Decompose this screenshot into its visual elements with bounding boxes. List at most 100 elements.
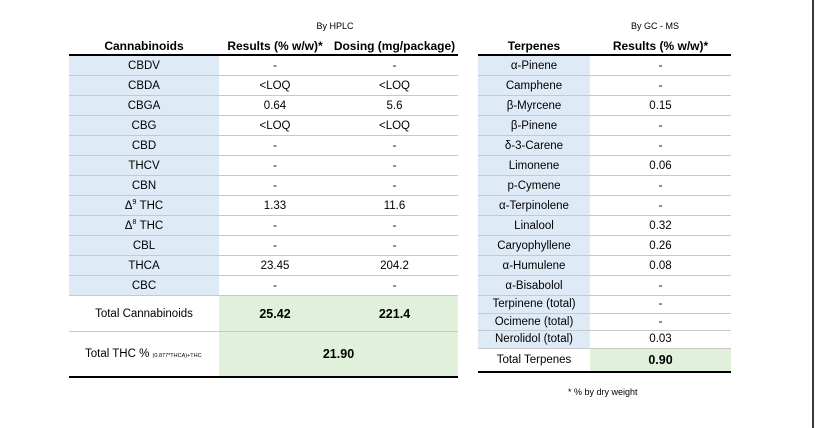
- dry-weight-footnote: * % by dry weight: [568, 387, 638, 397]
- cannabinoid-result: -: [219, 275, 331, 296]
- cannabinoid-row: CBG <LOQ <LOQ: [69, 115, 458, 136]
- terpene-result: -: [590, 295, 731, 314]
- hplc-method-label: By HPLC: [316, 21, 354, 31]
- cannabinoid-result: -: [219, 215, 331, 236]
- terpene-row: Ocimene (total) -: [478, 313, 731, 331]
- terpenes-table: Terpenes Results (% w/w)* α-Pinene - Camph…: [478, 38, 731, 373]
- cannabinoid-result: -: [219, 135, 331, 156]
- total-thc-formula: (0.877*THCA)+THC: [152, 353, 202, 359]
- terpene-name: p-Cymene: [478, 175, 590, 196]
- terpene-result: 0.15: [590, 95, 731, 116]
- terpene-row: δ-3-Carene -: [478, 135, 731, 156]
- dosing-column-header: Dosing (mg/package): [331, 38, 458, 56]
- cannabinoid-row: CBC - -: [69, 275, 458, 296]
- terpene-result: -: [590, 175, 731, 196]
- cannabinoid-result: -: [219, 55, 331, 76]
- terpene-result: -: [590, 115, 731, 136]
- total-cannabinoids-row: Total Cannabinoids 25.42 221.4: [69, 295, 458, 332]
- cannabinoid-row: CBDV - -: [69, 55, 458, 76]
- cannabinoid-result: -: [219, 155, 331, 176]
- total-thc-value: 21.90: [219, 331, 458, 378]
- terpene-name: δ-3-Carene: [478, 135, 590, 156]
- terpene-result: -: [590, 313, 731, 331]
- cannabinoid-name: THCV: [69, 155, 219, 176]
- delta-position: 9: [132, 199, 137, 207]
- terpene-row: Terpinene (total) -: [478, 295, 731, 314]
- terpenes-column-header: Terpenes: [478, 38, 590, 56]
- cannabinoid-name: Δ9 THC: [69, 195, 219, 216]
- total-terpenes-row: Total Terpenes 0.90: [478, 348, 731, 373]
- cannabinoid-row: CBGA 0.64 5.6: [69, 95, 458, 116]
- terpene-row: Linalool 0.32: [478, 215, 731, 236]
- cannabinoid-dosing: -: [331, 55, 458, 76]
- cannabinoid-name: Δ8 THC: [69, 215, 219, 236]
- total-thc-label: Total THC % (0.877*THCA)+THC: [69, 331, 219, 378]
- cannabinoid-row: Δ9 THC 1.33 11.6: [69, 195, 458, 216]
- cannabinoids-table: Cannabinoids Results (% w/w)* Dosing (mg…: [69, 38, 458, 378]
- terpene-name: α-Terpinolene: [478, 195, 590, 216]
- cannabinoid-row: THCA 23.45 204.2: [69, 255, 458, 276]
- cannabinoid-row: CBL - -: [69, 235, 458, 256]
- terpene-name: α-Pinene: [478, 55, 590, 76]
- terpene-result: -: [590, 55, 731, 76]
- cannabinoid-dosing: <LOQ: [331, 75, 458, 96]
- total-thc-label-text: Total THC %: [85, 348, 150, 360]
- terpene-name: Camphene: [478, 75, 590, 96]
- cannabinoid-name: CBN: [69, 175, 219, 196]
- terpene-result: 0.03: [590, 330, 731, 349]
- terpene-row: α-Terpinolene -: [478, 195, 731, 216]
- cannabinoid-name: CBC: [69, 275, 219, 296]
- gcms-method-label: By GC - MS: [630, 21, 679, 31]
- cannabinoid-name: CBDA: [69, 75, 219, 96]
- terpenes-header-row: Terpenes Results (% w/w)*: [478, 38, 731, 56]
- terpene-result: 0.32: [590, 215, 731, 236]
- total-cannabinoids-dosing: 221.4: [331, 295, 458, 332]
- terpene-name: Caryophyllene: [478, 235, 590, 256]
- delta-symbol: Δ: [124, 199, 133, 212]
- total-thc-row: Total THC % (0.877*THCA)+THC 21.90: [69, 331, 458, 378]
- terpene-results-column-header: Results (% w/w)*: [590, 38, 731, 56]
- cannabinoid-name: CBGA: [69, 95, 219, 116]
- cannabinoid-name: CBL: [69, 235, 219, 256]
- cannabinoid-dosing: 5.6: [331, 95, 458, 116]
- cannabinoid-result: -: [219, 235, 331, 256]
- terpene-name: β-Myrcene: [478, 95, 590, 116]
- total-terpenes-value: 0.90: [590, 348, 731, 373]
- cannabinoid-dosing: 204.2: [331, 255, 458, 276]
- cannabinoid-dosing: -: [331, 275, 458, 296]
- cannabinoid-name: THCA: [69, 255, 219, 276]
- cannabinoids-column-header: Cannabinoids: [69, 38, 219, 56]
- cannabinoid-dosing: <LOQ: [331, 115, 458, 136]
- terpene-row: β-Myrcene 0.15: [478, 95, 731, 116]
- cannabinoid-name-text: THC: [139, 219, 164, 232]
- cannabinoid-dosing: -: [331, 175, 458, 196]
- terpene-name: Limonene: [478, 155, 590, 176]
- terpene-row: α-Bisabolol -: [478, 275, 731, 296]
- terpene-result: -: [590, 135, 731, 156]
- terpene-name: β-Pinene: [478, 115, 590, 136]
- page-right-border: [812, 0, 814, 428]
- terpene-row: p-Cymene -: [478, 175, 731, 196]
- terpene-row: Nerolidol (total) 0.03: [478, 330, 731, 349]
- cannabinoid-row: CBDA <LOQ <LOQ: [69, 75, 458, 96]
- terpene-result: 0.26: [590, 235, 731, 256]
- terpene-name: Nerolidol (total): [478, 330, 590, 349]
- cannabinoid-result: <LOQ: [219, 75, 331, 96]
- cannabinoid-dosing: 11.6: [331, 195, 458, 216]
- cannabinoid-row: Δ8 THC - -: [69, 215, 458, 236]
- terpene-result: -: [590, 75, 731, 96]
- terpene-row: Limonene 0.06: [478, 155, 731, 176]
- cannabinoid-row: CBD - -: [69, 135, 458, 156]
- terpene-name: α-Humulene: [478, 255, 590, 276]
- total-cannabinoids-result: 25.42: [219, 295, 331, 332]
- delta-symbol: Δ: [124, 219, 133, 232]
- cannabinoid-result: 23.45: [219, 255, 331, 276]
- terpene-name: Terpinene (total): [478, 295, 590, 314]
- total-terpenes-label: Total Terpenes: [478, 348, 590, 373]
- terpene-name: α-Bisabolol: [478, 275, 590, 296]
- terpene-result: 0.08: [590, 255, 731, 276]
- cannabinoid-name-text: THC: [139, 199, 164, 212]
- terpene-result: -: [590, 195, 731, 216]
- cannabinoid-row: CBN - -: [69, 175, 458, 196]
- total-cannabinoids-label: Total Cannabinoids: [69, 295, 219, 332]
